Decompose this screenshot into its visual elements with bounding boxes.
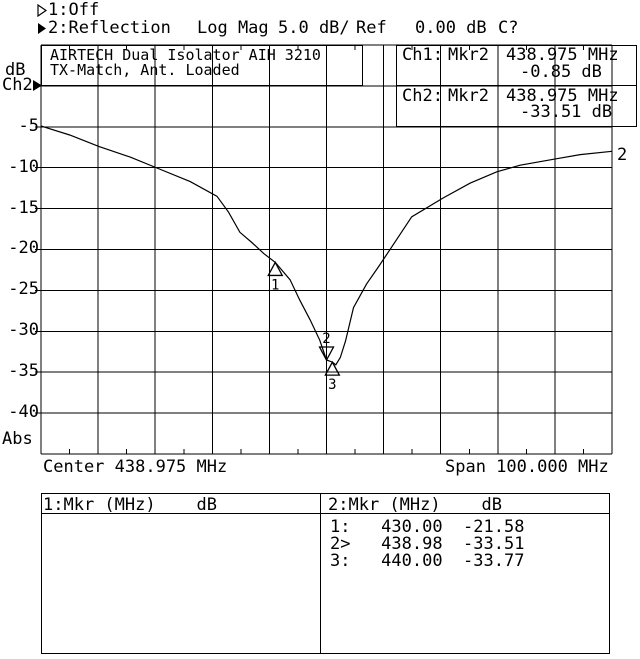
- y-axis-channel: Ch2: [2, 75, 33, 95]
- marker-table-header-divider: [41, 513, 610, 514]
- marker-number-label: 3: [328, 377, 336, 393]
- marker-table-column-divider: [320, 493, 321, 654]
- channel1-select-icon: [37, 3, 48, 18]
- status-line1-label: 1:Off: [48, 0, 100, 20]
- marker-table-row-2: 2> 438.98 -33.51: [330, 534, 525, 554]
- marker-down-icon: [318, 346, 335, 362]
- ch1-marker-name: Mkr2: [448, 45, 489, 65]
- y-tick-neg20: -20: [8, 238, 39, 258]
- y-axis-mode: Abs: [2, 429, 33, 449]
- status-channel-label: 2:Reflection: [48, 18, 171, 38]
- marker-table-box: [41, 493, 610, 654]
- status-cal-flag: C?: [498, 18, 519, 38]
- marker-table-left-header: 1:Mkr (MHz) dB: [43, 495, 217, 515]
- ch1-marker-value: -0.85 dB: [520, 62, 602, 82]
- status-ref-label: Ref: [356, 18, 387, 38]
- marker-readout-box: [396, 45, 637, 127]
- y-axis-unit: dB: [5, 60, 26, 80]
- x-axis-span: Span 100.000 MHz: [445, 457, 609, 477]
- ch2-label: Ch2:: [402, 86, 443, 106]
- readout-row-divider: [396, 85, 637, 86]
- title-line2: TX-Match, Ant. Loaded: [50, 61, 240, 79]
- y-tick-neg25: -25: [8, 279, 39, 299]
- marker-table-row-1: 1: 430.00 -21.58: [330, 517, 525, 537]
- y-tick-neg30: -30: [8, 320, 39, 340]
- ch2-ref-arrow-icon: [33, 80, 42, 91]
- y-tick-neg40: -40: [8, 402, 39, 422]
- channel2-select-icon: [38, 23, 46, 34]
- title-line1: AIRTECH Dual Isolator AIH 3210: [50, 46, 321, 64]
- status-scale-value: 5.0 dB/: [278, 18, 350, 38]
- marker-table-row-3: 3: 440.00 -33.77: [330, 551, 525, 571]
- ch2-marker-freq: 438.975 MHz: [506, 86, 619, 106]
- status-format-label: Log Mag: [197, 18, 269, 38]
- marker-number-label: 2: [322, 331, 330, 347]
- marker-table-right-header: 2:Mkr (MHz) dB: [328, 495, 502, 515]
- ch1-marker-freq: 438.975 MHz: [506, 45, 619, 65]
- status-ref-value: 0.00 dB: [415, 18, 487, 38]
- x-axis-center: Center 438.975 MHz: [43, 457, 228, 477]
- marker-number-label: 1: [271, 277, 279, 293]
- ch2-marker-value: -33.51 dB: [520, 102, 613, 122]
- y-tick-neg15: -15: [8, 198, 39, 218]
- title-box: [41, 45, 363, 86]
- y-tick-neg5: -5: [18, 116, 39, 136]
- y-tick-neg35: -35: [8, 361, 39, 381]
- trace-id-label: 2: [617, 145, 627, 165]
- marker-up-icon: [267, 261, 284, 277]
- y-tick-neg10: -10: [8, 157, 39, 177]
- marker-up-icon: [324, 360, 341, 376]
- ch2-marker-name: Mkr2: [448, 86, 489, 106]
- ch1-label: Ch1:: [402, 45, 443, 65]
